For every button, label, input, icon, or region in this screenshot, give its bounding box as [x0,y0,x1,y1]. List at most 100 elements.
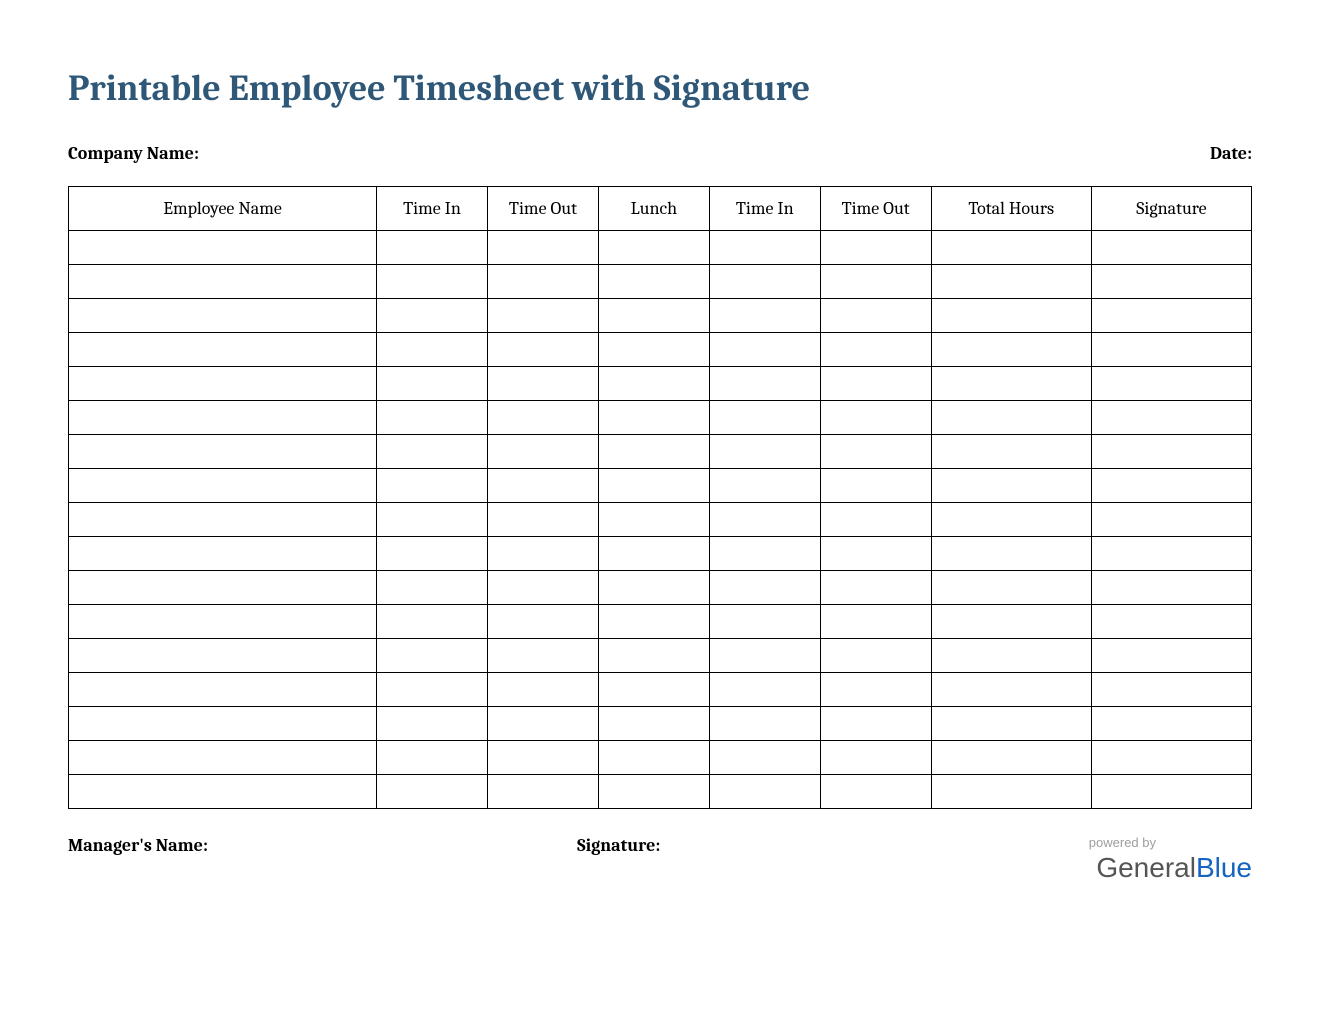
table-cell [487,639,598,673]
table-row [69,469,1252,503]
table-cell [1091,265,1251,299]
table-cell [377,605,488,639]
table-row [69,605,1252,639]
table-cell [377,639,488,673]
table-cell [931,775,1091,809]
table-cell [487,333,598,367]
table-cell [598,605,709,639]
table-cell [1091,707,1251,741]
table-cell [709,435,820,469]
table-cell [931,503,1091,537]
table-cell [487,401,598,435]
table-cell [709,503,820,537]
table-cell [1091,435,1251,469]
table-cell [709,741,820,775]
table-cell [709,673,820,707]
table-cell [487,605,598,639]
brand-name: GeneralBlue [1096,852,1252,883]
table-cell [820,673,931,707]
table-cell [820,639,931,673]
table-body [69,231,1252,809]
table-cell [487,231,598,265]
info-row: Company Name: Date: [68,143,1252,164]
table-cell [69,401,377,435]
table-cell [1091,775,1251,809]
table-cell [598,503,709,537]
table-cell [931,265,1091,299]
table-cell [598,299,709,333]
table-cell [377,367,488,401]
table-cell [598,469,709,503]
table-row [69,775,1252,809]
table-cell [598,333,709,367]
table-cell [709,265,820,299]
table-cell [709,639,820,673]
footer-row: Manager's Name: Signature: powered by Ge… [68,835,1252,884]
table-cell [69,707,377,741]
table-row [69,571,1252,605]
table-cell [1091,469,1251,503]
table-cell [820,775,931,809]
table-cell [709,571,820,605]
table-cell [69,537,377,571]
table-cell [931,299,1091,333]
table-cell [377,775,488,809]
branding: powered by GeneralBlue [992,835,1253,884]
table-cell [377,707,488,741]
table-cell [931,639,1091,673]
table-cell [377,741,488,775]
table-row [69,435,1252,469]
table-cell [820,571,931,605]
table-cell [69,605,377,639]
powered-by-text: powered by [992,835,1253,850]
table-row [69,333,1252,367]
signature-label: Signature: [577,835,991,856]
table-cell [377,299,488,333]
table-cell [598,639,709,673]
table-cell [69,639,377,673]
table-cell [69,741,377,775]
table-cell [820,707,931,741]
table-cell [377,231,488,265]
table-cell [709,775,820,809]
table-cell [709,231,820,265]
table-cell [1091,741,1251,775]
table-cell [598,673,709,707]
table-row [69,741,1252,775]
col-employee-name: Employee Name [69,187,377,231]
table-cell [1091,367,1251,401]
table-cell [1091,231,1251,265]
table-cell [1091,503,1251,537]
table-cell [487,469,598,503]
table-row [69,299,1252,333]
table-cell [69,469,377,503]
table-cell [377,435,488,469]
table-cell [377,469,488,503]
table-cell [69,503,377,537]
table-cell [1091,605,1251,639]
table-cell [931,333,1091,367]
col-time-out-2: Time Out [820,187,931,231]
table-cell [820,299,931,333]
brand-part2: Blue [1196,852,1252,883]
table-cell [931,571,1091,605]
table-cell [931,707,1091,741]
table-cell [820,537,931,571]
table-cell [1091,571,1251,605]
timesheet-table: Employee Name Time In Time Out Lunch Tim… [68,186,1252,809]
table-cell [377,571,488,605]
table-cell [377,673,488,707]
table-cell [598,571,709,605]
table-cell [931,231,1091,265]
table-cell [1091,299,1251,333]
table-cell [487,435,598,469]
table-cell [377,401,488,435]
table-cell [69,333,377,367]
col-time-in-1: Time In [377,187,488,231]
table-cell [820,231,931,265]
table-cell [69,571,377,605]
table-cell [487,537,598,571]
table-cell [1091,673,1251,707]
table-cell [487,571,598,605]
table-row [69,707,1252,741]
